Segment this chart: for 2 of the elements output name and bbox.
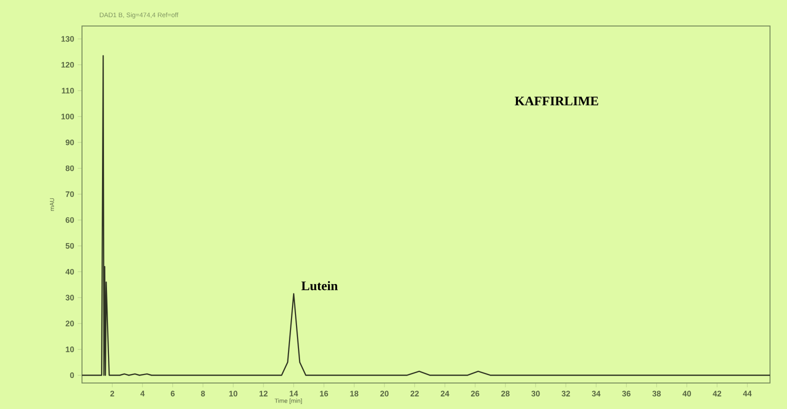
annotation: Lutein bbox=[301, 281, 338, 290]
text: KAFFIRLIME bbox=[514, 96, 598, 106]
